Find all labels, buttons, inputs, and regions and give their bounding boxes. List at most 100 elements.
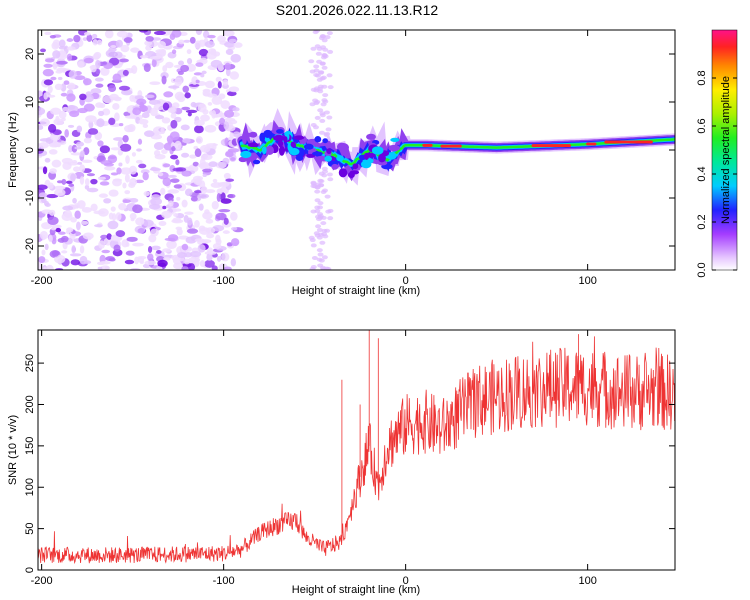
noise-blob [124, 125, 134, 133]
noise-blob [198, 203, 204, 211]
noise-blob [321, 232, 328, 237]
noise-blob [327, 85, 334, 90]
noise-blob [322, 93, 329, 98]
noise-blob [320, 215, 327, 220]
noise-blob [169, 131, 180, 141]
noise-blob [102, 108, 111, 116]
noise-blob [315, 224, 322, 229]
noise-blob [61, 157, 73, 164]
noise-blob [137, 228, 145, 234]
noise-blob [68, 145, 73, 153]
noise-blob [102, 95, 114, 104]
noise-blob [185, 236, 197, 244]
noise-blob [170, 178, 180, 183]
noise-blob [79, 164, 86, 173]
y-tick-label: 200 [24, 395, 36, 413]
noise-blob [82, 78, 92, 86]
noise-blob [42, 68, 54, 77]
noise-blob [49, 168, 57, 174]
noise-blob [100, 265, 110, 270]
noise-blob [38, 256, 46, 264]
noise-blob [51, 143, 61, 147]
ridge-blob [283, 136, 288, 143]
noise-blob [148, 234, 157, 243]
ridge-blob [378, 153, 386, 163]
noise-blob [139, 54, 149, 59]
noise-blob [185, 188, 193, 197]
noise-blob [41, 209, 53, 215]
noise-blob [140, 169, 150, 174]
x-tick-label: 0 [403, 575, 409, 587]
noise-blob [39, 138, 52, 142]
noise-blob [92, 39, 98, 46]
noise-blob [311, 256, 318, 261]
noise-blob [222, 230, 230, 234]
ridge-blob [278, 145, 285, 156]
noise-blob [173, 64, 183, 68]
noise-blob [182, 85, 190, 93]
noise-blob [122, 69, 129, 77]
noise-blob [91, 33, 98, 39]
noise-blob [38, 142, 49, 149]
noise-blob [86, 173, 96, 177]
y-tick-label: 100 [24, 478, 36, 496]
noise-blob [321, 173, 328, 178]
noise-blob [192, 161, 199, 167]
noise-blob [38, 184, 48, 190]
noise-blob [174, 140, 182, 150]
noise-blob [197, 103, 207, 113]
noise-blob [316, 59, 323, 64]
noise-blob [176, 196, 181, 201]
noise-blob [110, 96, 122, 101]
noise-blob [55, 227, 62, 233]
noise-blob [162, 102, 170, 111]
noise-blob [230, 53, 241, 63]
noise-blob [47, 85, 53, 94]
noise-blob [154, 30, 166, 36]
noise-blob [61, 250, 68, 254]
noise-blob [86, 187, 99, 193]
noise-blob [71, 245, 76, 254]
noise-blob [120, 167, 132, 175]
noise-blob [81, 206, 93, 213]
noise-blob [162, 177, 172, 187]
noise-blob [156, 50, 165, 58]
ridge-blob [272, 134, 285, 142]
noise-blob [83, 137, 92, 144]
noise-blob [85, 115, 97, 123]
noise-blob [123, 37, 133, 43]
noise-blob [157, 259, 168, 268]
noise-blob [103, 166, 116, 171]
noise-blob [82, 232, 94, 240]
noise-blob [168, 85, 180, 89]
noise-blob [38, 192, 48, 198]
noise-blob [326, 31, 333, 36]
noise-blob [124, 190, 131, 195]
noise-blob [180, 124, 190, 131]
noise-blob [316, 248, 323, 253]
ridge-blob [371, 146, 384, 155]
noise-blob [202, 211, 213, 220]
noise-blob [113, 51, 123, 59]
noise-blob [51, 227, 57, 231]
ridge-blob [314, 135, 322, 143]
noise-blob [194, 148, 202, 158]
spectrogram-ylabel: Frequency (Hz) [7, 112, 19, 188]
noise-blob [221, 252, 230, 262]
noise-blob [314, 73, 321, 78]
noise-blob [137, 255, 147, 260]
noise-blob [223, 30, 235, 37]
noise-blob [181, 170, 192, 177]
noise-blob [163, 91, 174, 98]
noise-blob [322, 47, 329, 52]
noise-blob [95, 68, 101, 75]
ridge-blob [290, 141, 296, 148]
chart-title: S201.2026.022.11.13.R12 [275, 2, 439, 18]
noise-blob [41, 222, 52, 230]
noise-blob [66, 227, 74, 233]
ridge-blob [326, 148, 332, 154]
noise-blob [325, 127, 332, 132]
noise-blob [212, 224, 225, 232]
ridge-blob [363, 152, 370, 160]
